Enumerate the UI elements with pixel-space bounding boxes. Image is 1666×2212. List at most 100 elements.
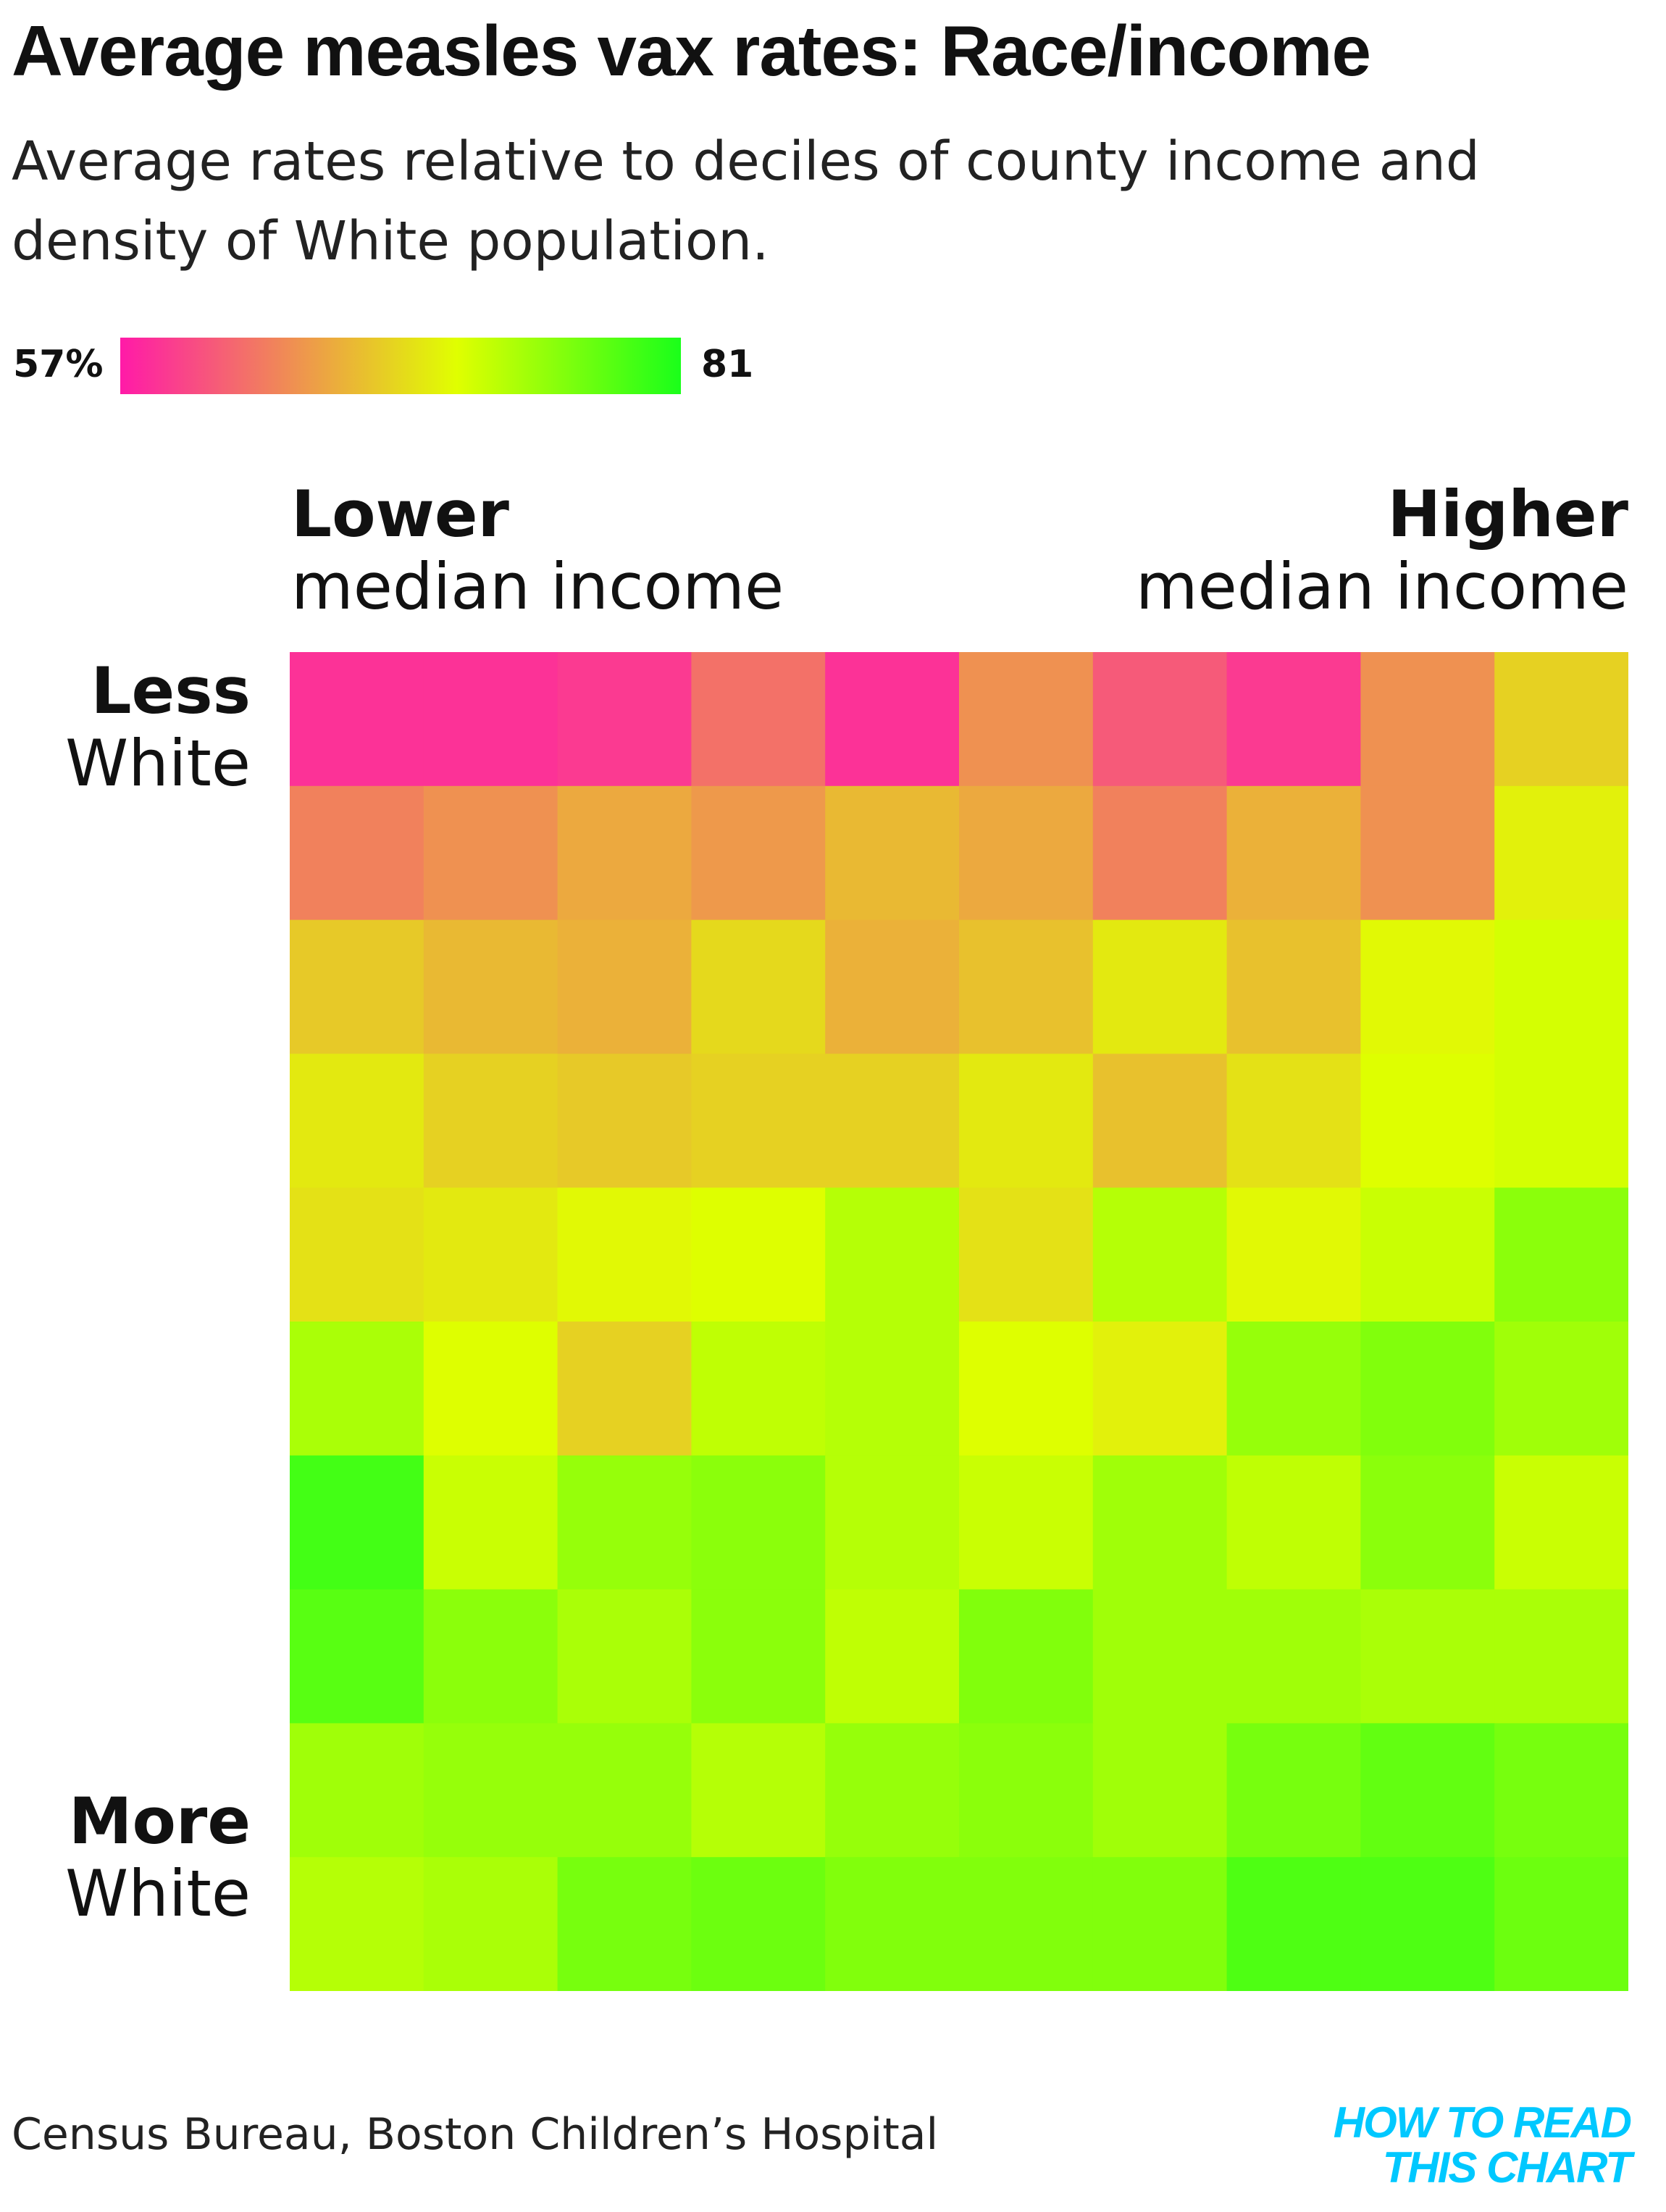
heatmap-cell-r6-c2: [423, 1322, 558, 1456]
heatmap-cell-r7-c7: [1092, 1455, 1228, 1590]
x-axis-low-label-bold: Lower: [291, 477, 509, 551]
heatmap-cell-r4-c2: [423, 1053, 558, 1188]
chart-title: Average measles vax rates: Race/income: [12, 11, 1371, 91]
heatmap-cell-r6-c3: [557, 1322, 692, 1456]
heatmap-cell-r8-c8: [1226, 1589, 1361, 1724]
heatmap-cell-r10-c9: [1360, 1857, 1495, 1991]
heatmap-cell-r10-c6: [959, 1857, 1094, 1991]
x-axis-low-label: Lower median income: [291, 478, 784, 623]
heatmap-cell-r5-c1: [290, 1188, 424, 1322]
heatmap-cell-r3-c8: [1226, 919, 1361, 1054]
heatmap-cell-r7-c3: [557, 1455, 692, 1590]
how-to-read-this-chart-logo: HOW TO READ THIS CHART: [1334, 2098, 1637, 2192]
heatmap-cell-r3-c4: [691, 919, 826, 1054]
heatmap-cell-r2-c1: [290, 785, 424, 921]
y-axis-top-label-text: White: [65, 726, 251, 801]
heatmap-cell-r9-c2: [423, 1723, 558, 1858]
heatmap-cell-r9-c7: [1092, 1723, 1228, 1858]
heatmap-cell-r2-c9: [1360, 785, 1495, 921]
heatmap-cell-r5-c6: [959, 1188, 1094, 1322]
heatmap-cell-r6-c1: [290, 1322, 424, 1456]
heatmap-cell-r1-c10: [1494, 652, 1628, 787]
x-axis-high-label-bold: Higher: [1387, 477, 1628, 551]
heatmap-cell-r8-c6: [959, 1589, 1094, 1724]
heatmap-cell-r3-c2: [423, 919, 558, 1054]
chart-subtitle: Average rates relative to deciles of cou…: [12, 130, 1480, 272]
heatmap-cell-r2-c7: [1092, 785, 1228, 921]
y-axis-bottom-label-text: White: [65, 1856, 251, 1931]
heatmap-cell-r8-c3: [557, 1589, 692, 1724]
heatmap-cell-r4-c3: [557, 1053, 692, 1188]
heatmap-cell-r8-c9: [1360, 1589, 1495, 1724]
heatmap-cell-r9-c6: [959, 1723, 1094, 1858]
heatmap-cell-r7-c5: [825, 1455, 960, 1590]
heatmap-cell-r1-c8: [1226, 652, 1361, 787]
logo-line-1: HOW TO READ: [1334, 2098, 1631, 2147]
heatmap-cell-r1-c4: [691, 652, 826, 787]
heatmap-cell-r4-c8: [1226, 1053, 1361, 1188]
color-scale-gradient: [120, 338, 681, 394]
heatmap-cell-r7-c1: [290, 1455, 424, 1590]
x-axis-high-label-text: median income: [1135, 549, 1628, 624]
heatmap-cell-r2-c10: [1494, 785, 1628, 921]
heatmap-cell-r6-c8: [1226, 1322, 1361, 1456]
heatmap-cell-r10-c1: [290, 1857, 424, 1991]
heatmap-cell-r7-c6: [959, 1455, 1094, 1590]
color-scale-bar: [120, 338, 681, 394]
heatmap-cell-r9-c8: [1226, 1723, 1361, 1858]
heatmap-cell-r2-c2: [423, 785, 558, 921]
y-axis-top-label: Less White: [65, 655, 251, 800]
x-axis-low-label-text: median income: [291, 549, 784, 624]
heatmap-cell-r9-c4: [691, 1723, 826, 1858]
heatmap-cell-r10-c8: [1226, 1857, 1361, 1991]
heatmap-cell-r1-c3: [557, 652, 692, 787]
heatmap-cell-r1-c1: [290, 652, 424, 787]
heatmap-cell-r5-c8: [1226, 1188, 1361, 1322]
heatmap-cell-r9-c5: [825, 1723, 960, 1858]
heatmap-cell-r1-c5: [825, 652, 960, 787]
heatmap-cell-r8-c1: [290, 1589, 424, 1724]
heatmap-cell-r1-c9: [1360, 652, 1495, 787]
heatmap-cell-r4-c7: [1092, 1053, 1228, 1188]
y-axis-top-label-bold: Less: [91, 654, 251, 728]
heatmap-cell-r4-c4: [691, 1053, 826, 1188]
y-axis-bottom-label: More White: [65, 1785, 251, 1930]
heatmap-cell-r4-c5: [825, 1053, 960, 1188]
heatmap-cell-r10-c2: [423, 1857, 558, 1991]
heatmap-cell-r5-c5: [825, 1188, 960, 1322]
heatmap-cell-r6-c6: [959, 1322, 1094, 1456]
heatmap-cell-r3-c6: [959, 919, 1094, 1054]
heatmap-cell-r4-c6: [959, 1053, 1094, 1188]
heatmap-cell-r2-c6: [959, 785, 1094, 921]
heatmap-cell-r10-c7: [1092, 1857, 1228, 1991]
heatmap-cell-r4-c9: [1360, 1053, 1495, 1188]
heatmap-cell-r2-c3: [557, 785, 692, 921]
heatmap-cell-r1-c2: [423, 652, 558, 787]
heatmap-cell-r6-c4: [691, 1322, 826, 1456]
x-axis-high-label: Higher median income: [1136, 478, 1628, 623]
scale-min-label: 57%: [13, 343, 104, 386]
heatmap-cell-r7-c10: [1494, 1455, 1628, 1590]
heatmap-cell-r1-c6: [959, 652, 1094, 787]
scale-max-label: 81: [701, 343, 754, 386]
heatmap-cell-r3-c5: [825, 919, 960, 1054]
heatmap-cell-r9-c1: [290, 1723, 424, 1858]
heatmap-cell-r9-c3: [557, 1723, 692, 1858]
heatmap-cell-r3-c10: [1494, 919, 1628, 1054]
heatmap-cell-r7-c4: [691, 1455, 826, 1590]
heatmap-cell-r6-c7: [1092, 1322, 1228, 1456]
heatmap-cell-r3-c3: [557, 919, 692, 1054]
heatmap-cell-r10-c10: [1494, 1857, 1628, 1991]
y-axis-bottom-label-bold: More: [68, 1784, 251, 1858]
heatmap-cell-r3-c7: [1092, 919, 1228, 1054]
heatmap-cell-r3-c9: [1360, 919, 1495, 1054]
logo-line-2: THIS CHART: [1383, 2143, 1636, 2192]
heatmap-cell-r10-c4: [691, 1857, 826, 1991]
heatmap-cell-r10-c3: [557, 1857, 692, 1991]
heatmap-cell-r2-c4: [691, 785, 826, 921]
heatmap-cell-r9-c10: [1494, 1723, 1628, 1858]
heatmap-cell-r5-c7: [1092, 1188, 1228, 1322]
heatmap: [290, 652, 1628, 1991]
heatmap-cell-r4-c1: [290, 1053, 424, 1188]
